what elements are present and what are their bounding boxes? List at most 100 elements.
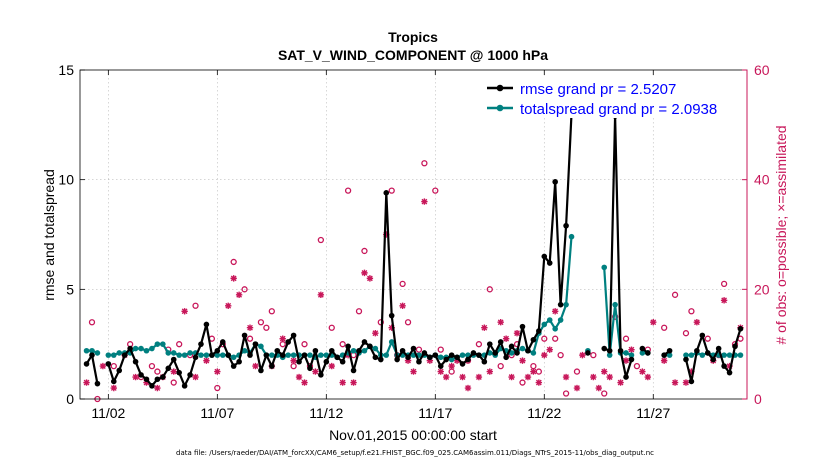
- totalspread-point: [307, 352, 313, 358]
- rmse-point: [721, 363, 727, 369]
- obs-assimilated-point: [110, 384, 117, 392]
- obs-possible-point: [339, 341, 346, 348]
- obs-assimilated-point: [617, 379, 624, 386]
- obs-possible-point: [530, 362, 537, 370]
- x-tick-label: 11/22: [527, 405, 561, 421]
- obs-possible-point: [552, 335, 559, 342]
- totalspread-point: [258, 343, 264, 350]
- rmse-point: [503, 354, 509, 361]
- rmse-point: [410, 345, 417, 352]
- obs-possible-point: [432, 187, 439, 194]
- obs-count-series: [83, 160, 744, 403]
- obs-assimilated-point: [410, 368, 417, 375]
- obs-assimilated-point: [579, 351, 586, 359]
- obs-assimilated-point: [366, 275, 374, 282]
- obs-assimilated-point: [590, 373, 597, 381]
- rmse-point: [198, 341, 204, 347]
- rmse-point: [470, 350, 477, 356]
- obs-assimilated-point: [524, 373, 532, 381]
- obs-possible-point: [241, 286, 248, 293]
- obs-possible-point: [661, 324, 668, 331]
- data-file-footer: data file: /Users/raeder/DAI/ATM_forcXX/…: [176, 449, 654, 457]
- obs-possible-point: [519, 379, 526, 386]
- rmse-point: [236, 358, 242, 365]
- y-axis-left-label: rmse and totalspread: [41, 169, 57, 301]
- totalspread-point: [198, 352, 204, 358]
- obs-possible-point: [148, 362, 156, 370]
- obs-possible-point: [279, 341, 286, 348]
- legend-totalspread-label: totalspread grand pr = 2.0938: [520, 101, 717, 118]
- obs-assimilated-point: [595, 384, 602, 392]
- totalspread-point: [350, 347, 357, 354]
- obs-assimilated-point: [225, 302, 232, 309]
- rmse-point: [617, 347, 624, 354]
- rmse-point: [519, 323, 526, 330]
- rmse-point: [132, 358, 139, 365]
- y-right-tick-label: 20: [754, 281, 770, 297]
- totalspread-point: [176, 352, 182, 358]
- rmse-point: [356, 347, 362, 354]
- totalspread-point: [214, 352, 221, 358]
- obs-possible-point: [317, 236, 325, 244]
- legend-totalspread-marker: [496, 104, 504, 112]
- obs-possible-point: [263, 324, 270, 331]
- rmse-point: [732, 343, 738, 350]
- rmse-point: [350, 367, 357, 374]
- obs-assimilated-point: [339, 379, 346, 386]
- obs-assimilated-point: [230, 275, 237, 282]
- obs-assimilated-point: [181, 308, 188, 315]
- obs-possible-point: [110, 362, 117, 370]
- obs-assimilated-point: [502, 335, 510, 342]
- obs-assimilated-point: [99, 362, 107, 370]
- obs-assimilated-point: [639, 368, 646, 375]
- obs-possible-point: [688, 308, 695, 315]
- obs-possible-point: [682, 330, 690, 337]
- obs-possible-point: [230, 258, 237, 266]
- obs-assimilated-point: [546, 346, 553, 353]
- obs-assimilated-point: [541, 351, 548, 359]
- rmse-point: [361, 339, 368, 345]
- obs-possible-point: [246, 335, 254, 342]
- obs-assimilated-point: [426, 357, 434, 364]
- rmse-point: [639, 345, 646, 352]
- rmse-point: [486, 341, 493, 347]
- rmse-point: [149, 383, 155, 389]
- rmse-point: [187, 372, 193, 378]
- totalspread-point: [361, 347, 368, 354]
- rmse-point: [285, 339, 291, 345]
- rmse-point: [704, 350, 711, 356]
- obs-assimilated-point: [508, 373, 515, 381]
- obs-assimilated-point: [404, 357, 412, 364]
- obs-assimilated-point: [693, 319, 701, 326]
- rmse-point: [105, 361, 112, 367]
- rmse-point: [563, 222, 569, 229]
- totalspread-point: [149, 345, 155, 352]
- obs-assimilated-point: [203, 357, 210, 364]
- rmse-point: [454, 354, 460, 361]
- obs-assimilated-point: [448, 362, 455, 370]
- obs-possible-point: [671, 291, 679, 298]
- rmse-point: [121, 352, 128, 358]
- obs-possible-point: [622, 335, 630, 342]
- obs-assimilated-point: [170, 368, 177, 375]
- rmse-point: [737, 326, 744, 332]
- totalspread-point: [628, 352, 635, 358]
- totalspread-point: [285, 352, 291, 358]
- rmse-point: [508, 343, 515, 350]
- rmse-point: [715, 345, 722, 352]
- obs-assimilated-point: [214, 368, 221, 375]
- rmse-point: [688, 378, 695, 385]
- totalspread-point: [601, 264, 608, 271]
- rmse-point: [345, 343, 351, 350]
- totalspread-point: [154, 341, 161, 347]
- rmse-point: [83, 361, 90, 367]
- rmse-point: [127, 345, 133, 352]
- obs-possible-point: [562, 390, 570, 397]
- obs-assimilated-point: [459, 373, 466, 381]
- totalspread-line-segment: [603, 267, 632, 357]
- totalspread-point: [557, 317, 564, 323]
- chart-title: Tropics: [388, 29, 438, 45]
- totalspread-point: [165, 350, 172, 356]
- rmse-point: [585, 350, 591, 356]
- rmse-line-segment: [85, 354, 99, 384]
